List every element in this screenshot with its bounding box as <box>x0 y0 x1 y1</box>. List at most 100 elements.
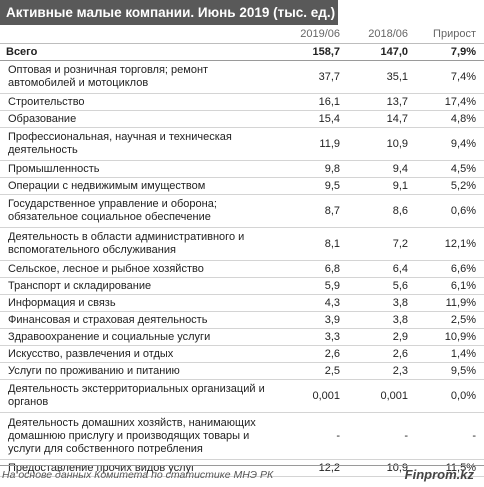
value-2019: 37,7 <box>282 60 346 94</box>
table-row: Финансовая и страховая деятельность 3,9 3,… <box>0 311 484 329</box>
value-growth: 6,1% <box>414 277 484 295</box>
table-row: Оптовая и розничная торговля; ремонт авт… <box>0 60 484 94</box>
table-row: Деятельность в области административного… <box>0 227 484 261</box>
value-2019: 9,5 <box>282 177 346 195</box>
value-growth: 12,1% <box>414 227 484 261</box>
table-row: Здравоохранение и социальные услуги 3,3 2,… <box>0 328 484 346</box>
row-label: Профессиональная, научная и техническая … <box>0 127 282 161</box>
row-label: Государственное управление и оборона; об… <box>0 194 282 228</box>
value-2018: 147,0 <box>346 43 414 61</box>
row-label: Деятельность в области административного… <box>0 227 282 261</box>
table-row: Сельское, лесное и рыбное хозяйство 6,8 6,… <box>0 260 484 278</box>
row-label: Деятельность экстерриториальных организа… <box>0 379 282 413</box>
value-2019: 9,8 <box>282 160 346 178</box>
row-label: Финансовая и страховая деятельность <box>0 311 282 329</box>
table-row: Информация и связь 4,3 3,8 11,9% <box>0 294 484 312</box>
value-2019: 158,7 <box>282 43 346 61</box>
value-2018: 9,4 <box>346 160 414 178</box>
value-growth: 9,5% <box>414 362 484 380</box>
value-growth: 4,8% <box>414 110 484 128</box>
value-2018: 10,9 <box>346 127 414 161</box>
row-label: Сельское, лесное и рыбное хозяйство <box>0 260 282 278</box>
value-2019: 4,3 <box>282 294 346 312</box>
value-2018: - <box>346 412 414 460</box>
source-note: На основе данных Комитета по статистике … <box>2 469 274 481</box>
row-label: Промышленность <box>0 160 282 178</box>
value-growth: 1,4% <box>414 345 484 363</box>
value-2018: 7,2 <box>346 227 414 261</box>
value-2019: 3,3 <box>282 328 346 346</box>
header-growth: Прирост <box>414 25 484 44</box>
header-2018: 2018/06 <box>346 25 414 44</box>
table-row: Государственное управление и оборона; об… <box>0 194 484 228</box>
value-2019: 3,9 <box>282 311 346 329</box>
table-row: Услуги по проживанию и питанию 2,5 2,3 9,5% <box>0 362 484 380</box>
row-label: Образование <box>0 110 282 128</box>
row-label: Всего <box>0 43 282 61</box>
brand-logo: Finprom.kz <box>404 467 474 482</box>
row-label: Оптовая и розничная торговля; ремонт авт… <box>0 60 282 94</box>
table-row: Промышленность 9,8 9,4 4,5% <box>0 160 484 178</box>
footer: На основе данных Комитета по статистике … <box>0 465 484 487</box>
value-2019: 8,7 <box>282 194 346 228</box>
value-growth: 7,4% <box>414 60 484 94</box>
value-2018: 2,9 <box>346 328 414 346</box>
value-2019: 2,6 <box>282 345 346 363</box>
row-label: Услуги по проживанию и питанию <box>0 362 282 380</box>
value-growth: 5,2% <box>414 177 484 195</box>
header-label-cell <box>0 25 282 44</box>
value-2018: 10,9 <box>346 459 414 477</box>
value-2018: 0,001 <box>346 379 414 413</box>
row-label: Информация и связь <box>0 294 282 312</box>
row-label: Транспорт и складирование <box>0 277 282 295</box>
header-row: 2019/06 2018/06 Прирост <box>0 25 484 44</box>
table-body: Всего 158,7 147,0 7,9% Оптовая и розничная т… <box>0 43 484 477</box>
table-row: Строительство 16,1 13,7 17,4% <box>0 93 484 111</box>
value-growth: 0,6% <box>414 194 484 228</box>
header-2019: 2019/06 <box>282 25 346 44</box>
value-2019: 2,5 <box>282 362 346 380</box>
value-2018: 14,7 <box>346 110 414 128</box>
value-growth: 17,4% <box>414 93 484 111</box>
table-row: Деятельность экстерриториальных организа… <box>0 379 484 413</box>
value-2018: 2,3 <box>346 362 414 380</box>
value-2018: 35,1 <box>346 60 414 94</box>
value-2019: 6,8 <box>282 260 346 278</box>
value-2018: 9,1 <box>346 177 414 195</box>
row-label: Предоставление прочих видов услуг <box>0 459 282 477</box>
value-2019: 5,9 <box>282 277 346 295</box>
table-row: Транспорт и складирование 5,9 5,6 6,1% <box>0 277 484 295</box>
value-2019: 11,9 <box>282 127 346 161</box>
value-2018: 2,6 <box>346 345 414 363</box>
value-growth: 4,5% <box>414 160 484 178</box>
table-row: Искусство, развлечения и отдых 2,6 2,6 1,4% <box>0 345 484 363</box>
data-table: 2019/06 2018/06 Прирост Всего 158,7 147,0 7… <box>0 25 484 477</box>
row-label: Здравоохранение и социальные услуги <box>0 328 282 346</box>
value-growth: 7,9% <box>414 43 484 61</box>
table-row: Образование 15,4 14,7 4,8% <box>0 110 484 128</box>
total-row: Всего 158,7 147,0 7,9% <box>0 43 484 61</box>
table-row: Предоставление прочих видов услуг 12,2 10,… <box>0 459 484 477</box>
table-row: Деятельность домашних хозяйств, нанимающ… <box>0 412 484 460</box>
value-growth: 2,5% <box>414 311 484 329</box>
value-growth: 0,0% <box>414 379 484 413</box>
value-2018: 13,7 <box>346 93 414 111</box>
value-2018: 6,4 <box>346 260 414 278</box>
value-2019: 8,1 <box>282 227 346 261</box>
table-title: Активные малые компании. Июнь 2019 (тыс.… <box>0 0 338 25</box>
value-2018: 5,6 <box>346 277 414 295</box>
row-label: Операции с недвижимым имуществом <box>0 177 282 195</box>
value-growth: - <box>414 412 484 460</box>
value-growth: 6,6% <box>414 260 484 278</box>
row-label: Искусство, развлечения и отдых <box>0 345 282 363</box>
value-2019: - <box>282 412 346 460</box>
value-2019: 0,001 <box>282 379 346 413</box>
row-label: Строительство <box>0 93 282 111</box>
value-2018: 8,6 <box>346 194 414 228</box>
value-growth: 11,5% <box>414 459 484 477</box>
table-row: Операции с недвижимым имуществом 9,5 9,1 5,… <box>0 177 484 195</box>
table-row: Профессиональная, научная и техническая … <box>0 127 484 161</box>
value-growth: 11,9% <box>414 294 484 312</box>
value-2018: 3,8 <box>346 311 414 329</box>
